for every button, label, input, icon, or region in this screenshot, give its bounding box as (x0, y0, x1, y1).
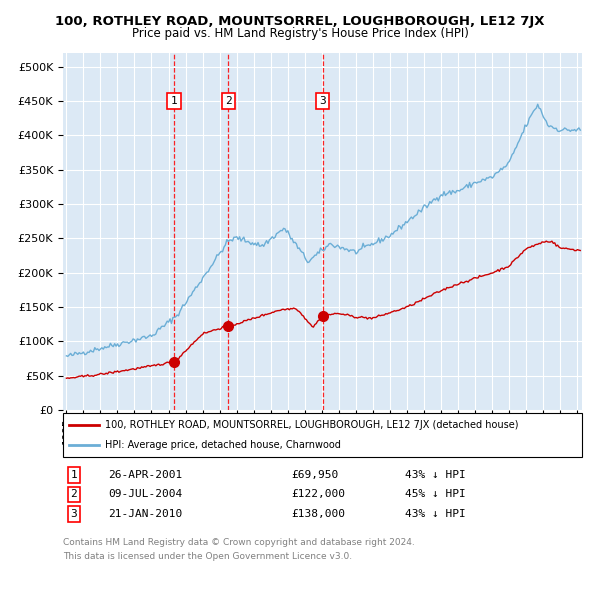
Text: 100, ROTHLEY ROAD, MOUNTSORREL, LOUGHBOROUGH, LE12 7JX (detached house): 100, ROTHLEY ROAD, MOUNTSORREL, LOUGHBOR… (105, 421, 518, 430)
Text: 100, ROTHLEY ROAD, MOUNTSORREL, LOUGHBOROUGH, LE12 7JX: 100, ROTHLEY ROAD, MOUNTSORREL, LOUGHBOR… (55, 15, 545, 28)
Text: 45% ↓ HPI: 45% ↓ HPI (405, 490, 466, 499)
Text: 1: 1 (70, 470, 77, 480)
Text: Price paid vs. HM Land Registry's House Price Index (HPI): Price paid vs. HM Land Registry's House … (131, 27, 469, 40)
Text: 1: 1 (170, 96, 178, 106)
Text: £122,000: £122,000 (291, 490, 345, 499)
Text: £69,950: £69,950 (291, 470, 338, 480)
Text: 43% ↓ HPI: 43% ↓ HPI (405, 509, 466, 519)
Text: This data is licensed under the Open Government Licence v3.0.: This data is licensed under the Open Gov… (63, 552, 352, 560)
Text: 3: 3 (319, 96, 326, 106)
Text: 43% ↓ HPI: 43% ↓ HPI (405, 470, 466, 480)
Text: Contains HM Land Registry data © Crown copyright and database right 2024.: Contains HM Land Registry data © Crown c… (63, 538, 415, 547)
Text: 26-APR-2001: 26-APR-2001 (108, 470, 182, 480)
Text: 21-JAN-2010: 21-JAN-2010 (108, 509, 182, 519)
Text: 09-JUL-2004: 09-JUL-2004 (108, 490, 182, 499)
Text: £138,000: £138,000 (291, 509, 345, 519)
Text: 2: 2 (70, 490, 77, 499)
Text: 2: 2 (225, 96, 232, 106)
Text: HPI: Average price, detached house, Charnwood: HPI: Average price, detached house, Char… (105, 440, 341, 450)
Text: 3: 3 (70, 509, 77, 519)
